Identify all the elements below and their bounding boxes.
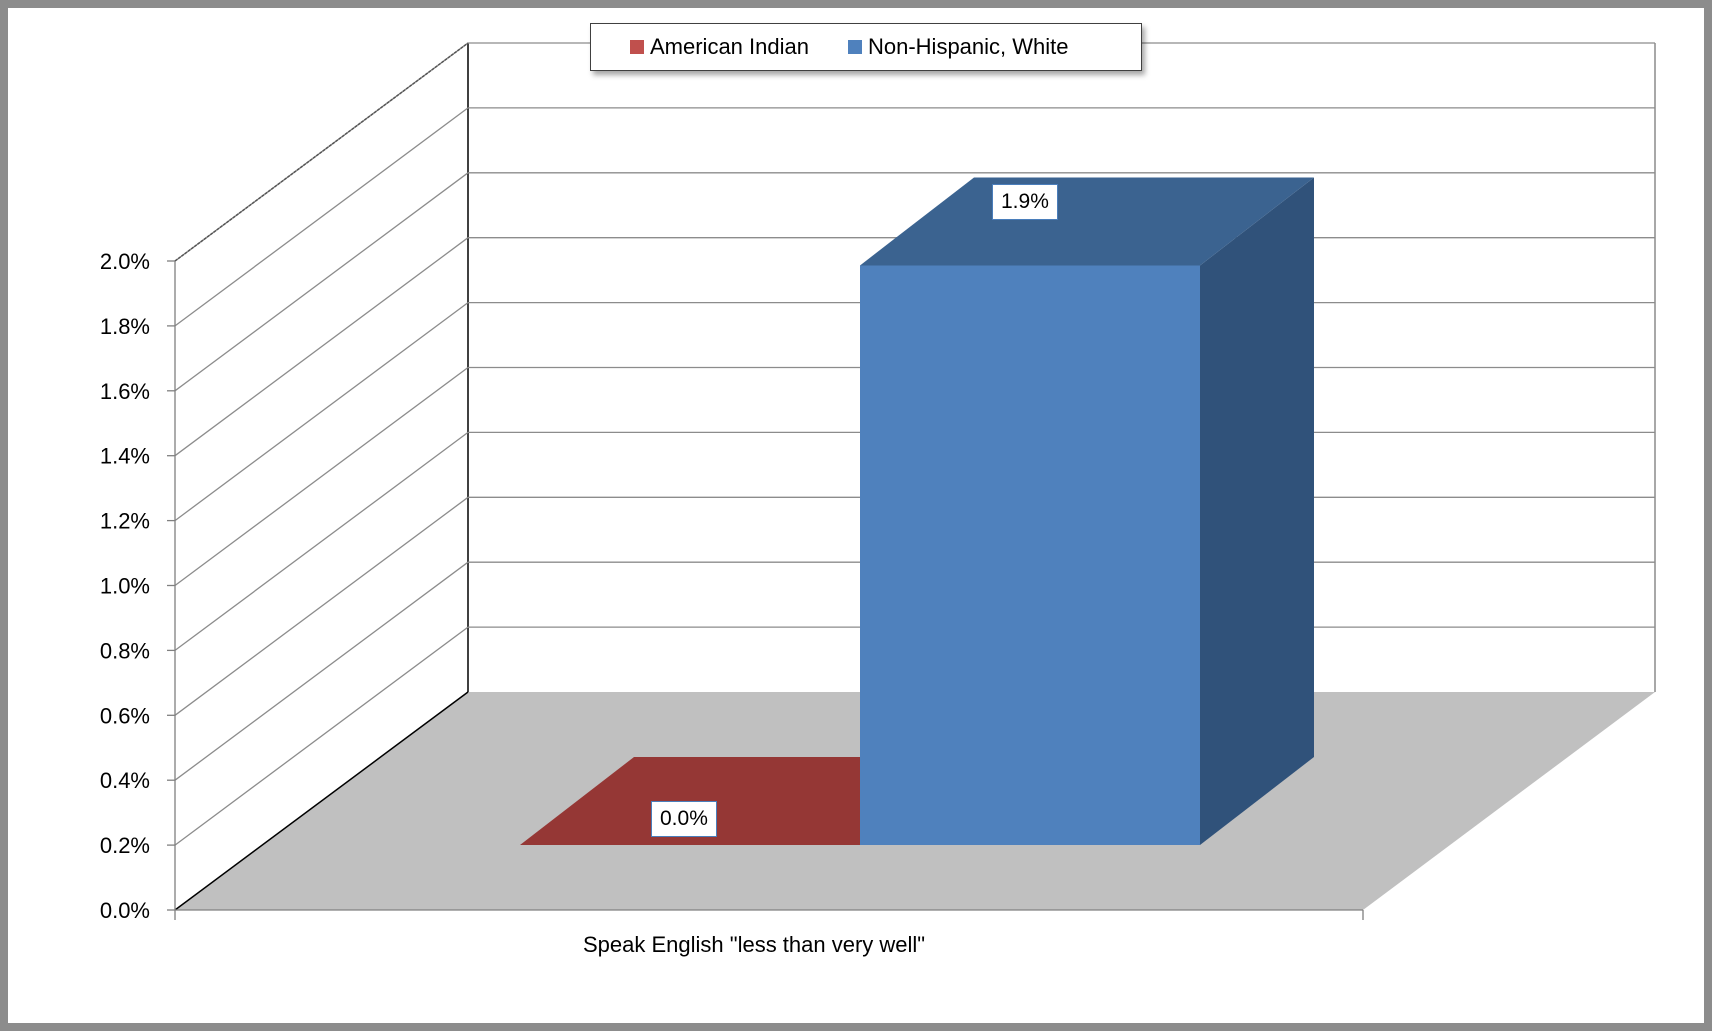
legend-item-american-indian: American Indian bbox=[630, 34, 809, 60]
left-wall-top-edge bbox=[174, 42, 469, 262]
legend-label-non-hispanic-white: Non-Hispanic, White bbox=[867, 34, 1069, 59]
legend: American Indian Non-Hispanic, White bbox=[590, 23, 1142, 71]
left-wall-gridline bbox=[174, 107, 469, 327]
y-tick-label: 0.4% bbox=[100, 768, 150, 793]
left-wall-gridline bbox=[174, 561, 469, 781]
data-label-american-indian: 0.0% bbox=[651, 801, 717, 837]
legend-item-non-hispanic-white: Non-Hispanic, White bbox=[847, 34, 1069, 60]
bar-top-non-hispanic-white bbox=[860, 177, 1314, 266]
y-tick-label: 0.0% bbox=[100, 898, 150, 923]
y-tick-label: 1.6% bbox=[100, 379, 150, 404]
bar-front-non-hispanic-white bbox=[860, 265, 1200, 845]
y-tick-label: 1.0% bbox=[100, 574, 150, 599]
y-tick-label: 1.8% bbox=[100, 314, 150, 339]
legend-swatch-non-hispanic-white bbox=[847, 40, 862, 54]
bar-side-non-hispanic-white bbox=[1200, 177, 1314, 845]
y-tick-label: 0.6% bbox=[100, 703, 150, 728]
y-tick-label: 1.2% bbox=[100, 509, 150, 534]
y-tick-label: 2.0% bbox=[100, 249, 150, 274]
data-label-non-hispanic-white: 1.9% bbox=[992, 184, 1058, 220]
left-wall-gridline bbox=[174, 172, 469, 392]
y-tick-label: 0.8% bbox=[100, 638, 150, 663]
y-tick-label: 0.2% bbox=[100, 833, 150, 858]
left-wall-gridline bbox=[174, 431, 469, 651]
left-wall-gridline bbox=[174, 237, 469, 457]
left-wall-gridline bbox=[174, 302, 469, 522]
left-wall-gridline bbox=[174, 496, 469, 716]
x-category-label: Speak English "less than very well" bbox=[583, 932, 926, 957]
left-wall-bottom-edge bbox=[174, 691, 469, 911]
legend-label-american-indian: American Indian bbox=[650, 34, 809, 59]
left-wall-gridline bbox=[174, 626, 469, 846]
left-wall-gridline bbox=[174, 366, 469, 587]
legend-swatch-american-indian bbox=[630, 40, 644, 54]
y-tick-label: 1.4% bbox=[100, 444, 150, 469]
